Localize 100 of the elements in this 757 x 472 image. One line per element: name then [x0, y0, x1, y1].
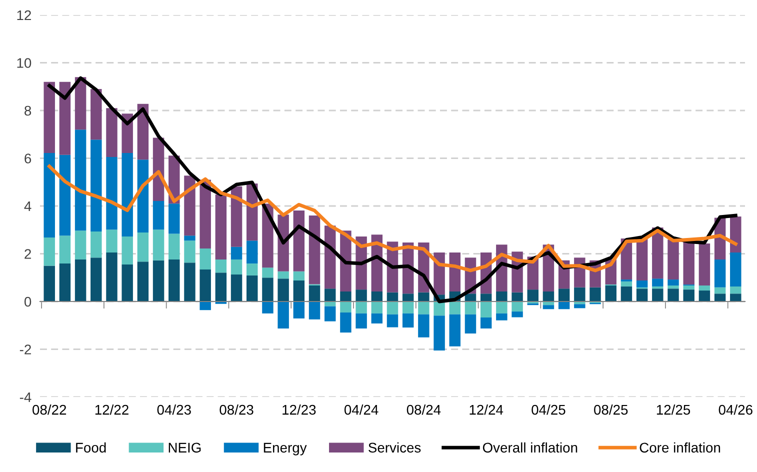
bar [496, 302, 508, 314]
bar [542, 291, 554, 302]
legend-label: Energy [264, 442, 307, 456]
bar [496, 291, 508, 302]
bar [449, 302, 461, 314]
legend-label: Food [76, 442, 106, 453]
y-tick-label: 2 [24, 249, 31, 259]
bar [122, 153, 133, 237]
bar [90, 140, 102, 232]
bar [152, 230, 164, 260]
legend-label: NEIG [168, 442, 201, 453]
bar [558, 302, 570, 310]
bar [308, 216, 320, 284]
bar [200, 270, 211, 302]
bar [200, 180, 211, 248]
bar [168, 234, 180, 260]
bar [356, 290, 367, 302]
bar [512, 292, 523, 302]
x-tick-label: 04/26 [718, 404, 752, 415]
x-tick-label: 08/23 [220, 404, 254, 415]
bar [480, 294, 492, 302]
bar [371, 313, 383, 324]
bar [122, 264, 133, 302]
bar [308, 286, 320, 302]
bar [246, 264, 258, 276]
bar [434, 316, 445, 350]
bar [386, 302, 398, 314]
bar [184, 240, 196, 263]
bar [215, 272, 227, 302]
bar [668, 280, 679, 286]
bar [356, 302, 367, 314]
bar [246, 275, 258, 302]
bar [558, 288, 570, 302]
bar [605, 286, 616, 302]
x-tick-label: 12/25 [656, 404, 690, 415]
bar [340, 291, 352, 302]
bar [137, 160, 149, 232]
bar [293, 210, 305, 272]
bar [184, 262, 196, 302]
x-tick-label: 08/24 [406, 404, 441, 415]
bar [668, 286, 679, 289]
bar [106, 157, 118, 230]
bar [464, 302, 476, 314]
bar [168, 259, 180, 302]
legend-label: Overall inflation [482, 442, 578, 453]
bar [44, 153, 55, 238]
bar [262, 278, 274, 302]
bar [340, 312, 352, 333]
bar [44, 82, 55, 153]
bar [90, 89, 102, 140]
bar [168, 204, 180, 234]
bar [200, 302, 211, 310]
y-tick-label: 10 [17, 58, 32, 68]
legend-label: Services [368, 442, 421, 453]
x-tick-label: 04/24 [344, 404, 378, 415]
bar [230, 186, 242, 247]
bar [230, 246, 242, 260]
bar [418, 292, 430, 302]
bar [698, 290, 710, 302]
x-tick-label: 12/23 [282, 404, 316, 415]
line-series [48, 76, 738, 304]
bar [698, 286, 710, 291]
bar [293, 302, 305, 318]
bar [683, 286, 694, 290]
y-tick-label: 0 [24, 296, 32, 307]
bar [59, 264, 71, 302]
bar [324, 302, 336, 306]
bar [683, 242, 694, 285]
bar [730, 216, 742, 253]
bar [512, 312, 523, 318]
bar [683, 290, 694, 302]
x-tick-label: 04/23 [157, 404, 191, 415]
bar [106, 230, 118, 253]
bar [668, 288, 679, 302]
y-tick-label: 8 [24, 106, 32, 116]
bar [278, 278, 289, 302]
bar [386, 292, 398, 302]
bar [652, 278, 664, 286]
x-tick-label: 12/24 [470, 404, 504, 415]
bar [122, 236, 133, 264]
bar [246, 240, 258, 264]
bar [418, 314, 430, 338]
bar [714, 259, 726, 288]
x-tick-label: 12/22 [95, 404, 128, 415]
bar [324, 288, 336, 302]
bar [278, 302, 289, 328]
bar [74, 259, 86, 302]
bar [44, 238, 55, 266]
x-tick-label: 08/22 [32, 404, 66, 415]
bar [714, 287, 726, 294]
bar [449, 314, 461, 346]
bar [480, 317, 492, 328]
bar [262, 268, 274, 278]
bar [652, 288, 664, 302]
legend-label: Core inflation [640, 442, 720, 453]
bar [496, 313, 508, 320]
y-tick-label: 4 [24, 201, 32, 212]
bar [652, 286, 664, 289]
bar [402, 313, 414, 328]
bar [59, 154, 71, 236]
